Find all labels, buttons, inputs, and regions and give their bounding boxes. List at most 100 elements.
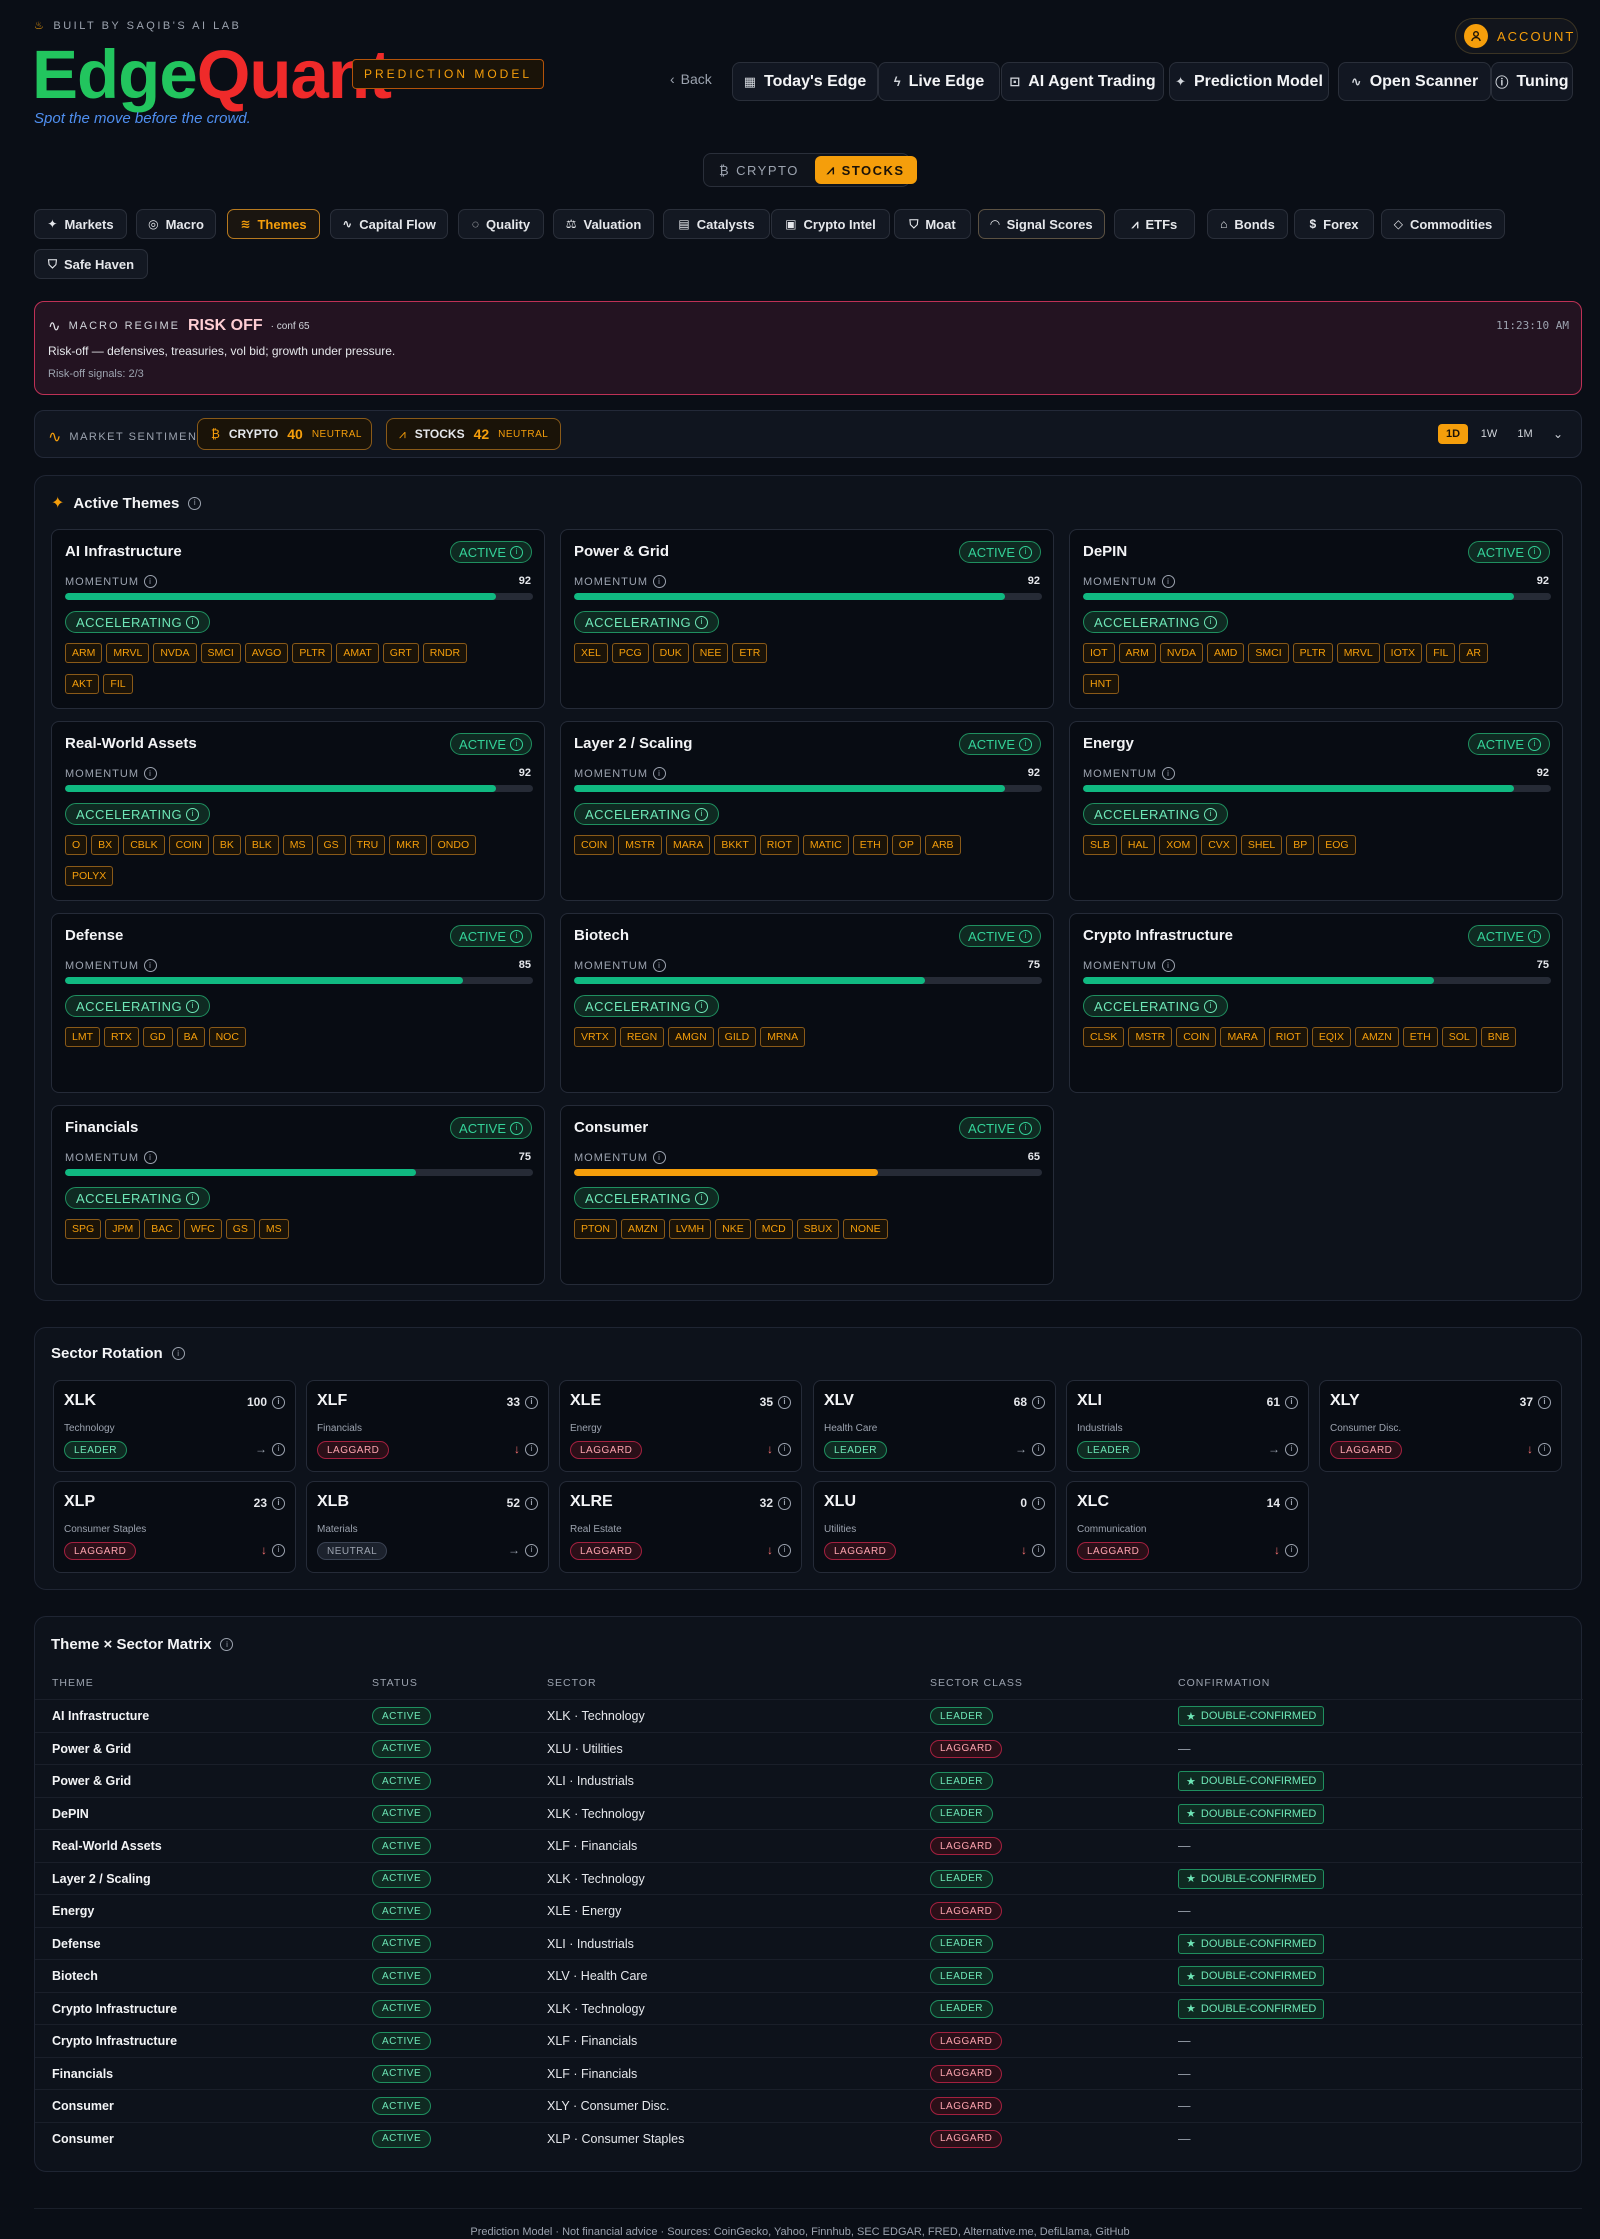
ticker-chip[interactable]: POLYX: [65, 866, 114, 886]
info-icon[interactable]: i: [1204, 615, 1218, 629]
ticker-chip[interactable]: NVDA: [153, 643, 197, 663]
ticker-chip[interactable]: AVGO: [244, 643, 289, 663]
ticker-chip[interactable]: LMT: [65, 1027, 100, 1047]
ticker-chip[interactable]: NVDA: [1159, 643, 1204, 663]
sector-card[interactable]: XLF 33 i Financials LAGGARD ↓ i: [306, 1380, 549, 1472]
ticker-chip[interactable]: JPM: [105, 1219, 141, 1239]
crypto-sentiment[interactable]: ₿ CRYPTO 40 NEUTRAL: [197, 418, 372, 450]
ticker-chip[interactable]: MRVL: [106, 643, 150, 663]
todays-edge-button[interactable]: ▦ Today's Edge: [732, 62, 878, 101]
ticker-chip[interactable]: IOT: [1083, 643, 1115, 663]
info-icon[interactable]: i: [695, 999, 709, 1013]
info-icon[interactable]: i: [1162, 959, 1175, 972]
info-icon[interactable]: i: [778, 1395, 791, 1409]
sector-card[interactable]: XLE 35 i Energy LAGGARD ↓ i: [559, 1380, 802, 1472]
ticker-chip[interactable]: BP: [1286, 835, 1315, 855]
ticker-chip[interactable]: AR: [1459, 643, 1488, 663]
info-icon[interactable]: i: [1285, 1496, 1298, 1510]
ticker-chip[interactable]: MATIC: [802, 835, 849, 855]
ticker-chip[interactable]: BA: [176, 1027, 205, 1047]
sector-card[interactable]: XLB 52 i Materials NEUTRAL → i: [306, 1481, 549, 1573]
info-icon[interactable]: i: [1019, 1121, 1032, 1135]
info-icon[interactable]: i: [653, 959, 666, 972]
ticker-chip[interactable]: RIOT: [759, 835, 799, 855]
info-icon[interactable]: i: [1285, 1543, 1298, 1557]
tab-capital-flow[interactable]: ∿ Capital Flow: [330, 209, 448, 239]
ticker-chip[interactable]: CLSK: [1083, 1027, 1125, 1047]
ticker-chip[interactable]: MS: [258, 1219, 289, 1239]
info-icon[interactable]: i: [653, 767, 666, 780]
ticker-chip[interactable]: MRNA: [760, 1027, 806, 1047]
tab-bonds[interactable]: ⌂ Bonds: [1207, 209, 1288, 239]
ticker-chip[interactable]: NONE: [843, 1219, 888, 1239]
sector-card[interactable]: XLC 14 i Communication LAGGARD ↓ i: [1066, 1481, 1309, 1573]
ticker-chip[interactable]: WFC: [183, 1219, 222, 1239]
info-icon[interactable]: i: [1285, 1395, 1298, 1409]
tab-etfs[interactable]: ⩘ ETFs: [1114, 209, 1195, 239]
info-icon[interactable]: i: [510, 545, 523, 559]
range-1d[interactable]: 1D: [1438, 424, 1468, 444]
info-icon[interactable]: i: [186, 807, 200, 821]
ticker-chip[interactable]: EOG: [1318, 835, 1356, 855]
theme-card[interactable]: Layer 2 / Scaling ACTIVE i MOMENTUM i 92 ACCEL…: [560, 721, 1054, 901]
ticker-chip[interactable]: NOC: [208, 1027, 246, 1047]
info-icon[interactable]: i: [144, 1151, 157, 1164]
ticker-chip[interactable]: BX: [91, 835, 120, 855]
toggle-crypto[interactable]: ₿ CRYPTO: [707, 156, 811, 184]
tab-markets[interactable]: ✦ Markets: [34, 209, 127, 239]
tab-catalysts[interactable]: ▤ Catalysts: [663, 209, 770, 239]
info-icon[interactable]: i: [653, 1151, 666, 1164]
ticker-chip[interactable]: SPG: [65, 1219, 102, 1239]
info-icon[interactable]: i: [778, 1543, 791, 1557]
ticker-chip[interactable]: PTON: [574, 1219, 617, 1239]
ticker-chip[interactable]: MCD: [754, 1219, 793, 1239]
theme-card[interactable]: Financials ACTIVE i MOMENTUM i 75 ACCELERATING…: [51, 1105, 545, 1285]
info-icon[interactable]: i: [220, 1638, 234, 1651]
ticker-chip[interactable]: HAL: [1120, 835, 1156, 855]
stocks-sentiment[interactable]: ⩘ STOCKS 42 NEUTRAL: [386, 418, 561, 450]
tab-macro[interactable]: ◎ Macro: [136, 209, 216, 239]
sector-card[interactable]: XLU 0 i Utilities LAGGARD ↓ i: [813, 1481, 1056, 1573]
ticker-chip[interactable]: TRU: [349, 835, 386, 855]
ticker-chip[interactable]: SMCI: [1248, 643, 1289, 663]
account-button[interactable]: ACCOUNT: [1455, 18, 1578, 54]
info-icon[interactable]: i: [695, 1191, 709, 1205]
info-icon[interactable]: i: [186, 999, 200, 1013]
info-icon[interactable]: i: [525, 1442, 538, 1456]
info-icon[interactable]: i: [272, 1442, 285, 1456]
info-icon[interactable]: i: [1538, 1395, 1551, 1409]
info-icon[interactable]: i: [144, 767, 157, 780]
ticker-chip[interactable]: HNT: [1083, 674, 1119, 694]
live-edge-button[interactable]: ϟ Live Edge: [878, 62, 1000, 101]
ticker-chip[interactable]: O: [65, 835, 88, 855]
info-icon[interactable]: i: [1032, 1395, 1045, 1409]
ticker-chip[interactable]: DUK: [652, 643, 689, 663]
ticker-chip[interactable]: REGN: [619, 1027, 665, 1047]
ticker-chip[interactable]: LVMH: [668, 1219, 712, 1239]
info-icon[interactable]: i: [695, 807, 709, 821]
ticker-chip[interactable]: EQIX: [1311, 1027, 1351, 1047]
info-icon[interactable]: i: [1528, 545, 1541, 559]
info-icon[interactable]: i: [1528, 929, 1541, 943]
ticker-chip[interactable]: BLK: [244, 835, 279, 855]
info-icon[interactable]: i: [272, 1395, 285, 1409]
info-icon[interactable]: i: [1204, 999, 1218, 1013]
theme-card[interactable]: Power & Grid ACTIVE i MOMENTUM i 92 ACCELERATI…: [560, 529, 1054, 709]
info-icon[interactable]: i: [1032, 1442, 1045, 1456]
tab-moat[interactable]: ⛉ Moat: [894, 209, 971, 239]
ticker-chip[interactable]: BNB: [1480, 1027, 1517, 1047]
sector-card[interactable]: XLP 23 i Consumer Staples LAGGARD ↓ i: [53, 1481, 296, 1573]
tab-commodities[interactable]: ◇ Commodities: [1381, 209, 1505, 239]
info-icon[interactable]: i: [272, 1496, 285, 1510]
tab-safe-haven[interactable]: ⛉ Safe Haven: [34, 249, 148, 279]
ticker-chip[interactable]: VRTX: [574, 1027, 616, 1047]
ticker-chip[interactable]: ETH: [852, 835, 888, 855]
ticker-chip[interactable]: MARA: [666, 835, 711, 855]
info-icon[interactable]: i: [1285, 1442, 1298, 1456]
theme-card[interactable]: Defense ACTIVE i MOMENTUM i 85 ACCELERATING i LM…: [51, 913, 545, 1093]
ticker-chip[interactable]: RTX: [104, 1027, 139, 1047]
info-icon[interactable]: i: [778, 1496, 791, 1510]
ticker-chip[interactable]: PLTR: [292, 643, 333, 663]
info-icon[interactable]: i: [1032, 1496, 1045, 1510]
ticker-chip[interactable]: AKT: [65, 674, 100, 694]
